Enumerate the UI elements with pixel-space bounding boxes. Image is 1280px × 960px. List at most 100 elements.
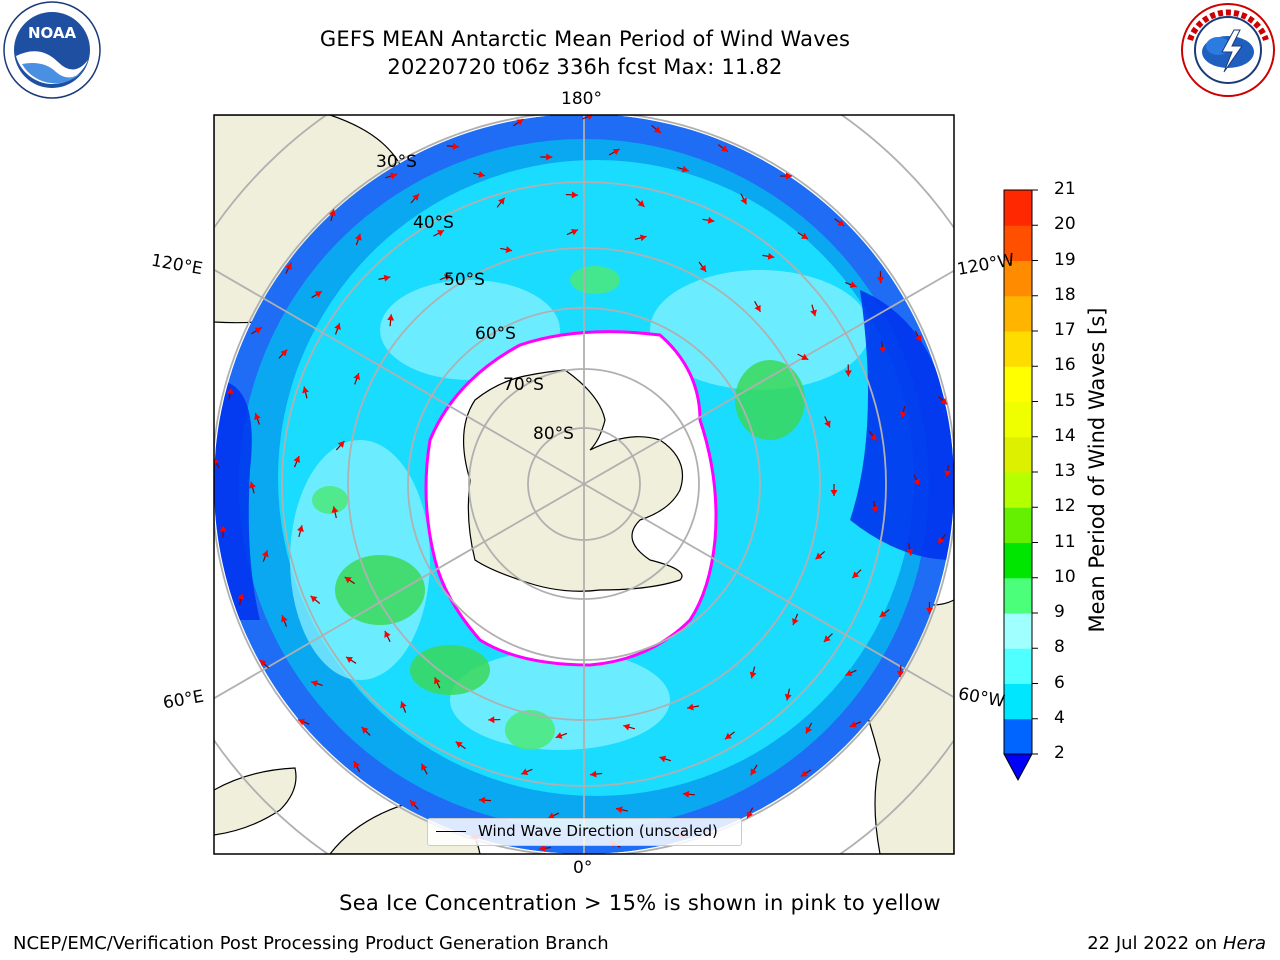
chart-subtitle: 20220720 t06z 336h fcst Max: 11.82	[387, 55, 783, 79]
wave-vector-arrowhead	[311, 680, 318, 687]
colorbar-tick-label: 13	[1054, 461, 1076, 481]
wave-vector-arrowhead	[226, 387, 234, 395]
colorbar-segment	[1004, 366, 1032, 402]
wave-vector-arrowhead	[767, 252, 775, 260]
colorbar-segment	[1004, 613, 1032, 649]
wave-vector-arrowhead	[899, 411, 907, 418]
wave-vector-arrowhead	[740, 197, 747, 205]
wave-vector-arrowhead	[546, 153, 553, 161]
lon-label-0: 0°	[573, 858, 593, 878]
footer-date-text: 22 Jul 2022 on	[1087, 933, 1223, 954]
wave-vector-arrowhead	[878, 346, 886, 354]
wave-vector-arrowhead	[281, 615, 288, 623]
wave-vector-arrowhead	[637, 200, 645, 207]
legend-entry-label: Wind Wave Direction (unscaled)	[478, 822, 718, 840]
colorbar-segment	[1004, 577, 1032, 614]
wave-vector-arrowhead	[249, 481, 256, 489]
map-frame	[213, 114, 955, 855]
wave-vector-arrowhead	[682, 790, 690, 798]
colorbar-label: Mean Period of Wind Waves [s]	[1085, 307, 1109, 633]
wave-vector-arrowhead	[478, 796, 486, 804]
national-weather-service-logo-icon	[1181, 3, 1275, 97]
wave-vector-arrowhead	[746, 811, 753, 819]
wave-vector-arrowhead	[455, 741, 463, 749]
colorbar-segment	[1004, 472, 1032, 508]
lat-label-70s: 70°S	[503, 375, 544, 395]
wave-vector-arrowhead	[285, 262, 292, 270]
wave-vector-arrowhead	[539, 844, 546, 852]
wave-vector-arrowhead	[639, 234, 647, 242]
colorbar-segment	[1004, 718, 1032, 755]
wave-vector-arrowhead	[750, 768, 757, 776]
wave-vector-arrowhead	[259, 659, 267, 667]
wave-vector-arrowhead	[548, 812, 555, 819]
wave-vector-arrowhead	[297, 525, 304, 533]
wave-vector-arrowhead	[437, 230, 444, 237]
colorbar-segment	[1004, 260, 1032, 297]
wave-vector-arrowhead	[384, 630, 391, 638]
legend-line-sample	[436, 831, 466, 832]
colorbar-tick-label: 11	[1054, 531, 1076, 552]
lat-label-30s: 30°S	[376, 152, 417, 172]
wave-vector-arrowhead	[784, 693, 792, 701]
wave-vector-arrowhead	[587, 115, 594, 120]
wave-vector-arrowhead	[314, 291, 322, 298]
wave-vector-arrowhead	[925, 607, 933, 614]
colorbar-segment	[1004, 225, 1032, 261]
colorbar-tick-label: 15	[1054, 390, 1076, 411]
colorbar-segment	[1004, 648, 1032, 684]
wave-vector-arrowhead	[452, 142, 459, 150]
wave-vector-arrowhead	[478, 171, 485, 178]
wave-vector-arrowhead	[800, 770, 808, 777]
wave-vector-arrowhead	[590, 770, 597, 778]
wave-vector-arrowhead	[410, 800, 417, 808]
antarctica-landmass	[463, 369, 684, 592]
wave-vector-arrowhead	[837, 219, 845, 226]
colorbar-segment	[1004, 507, 1032, 543]
colorbar-tick-label: 10	[1054, 566, 1076, 587]
wave-vector-arrowhead	[824, 420, 831, 428]
wave-vector-arrowhead	[805, 726, 812, 734]
lat-label-50s: 50°S	[444, 270, 485, 290]
madagascar-landmass	[214, 767, 297, 836]
wave-vector-arrowhead	[254, 413, 261, 421]
noaa-logo-text: NOAA	[28, 24, 77, 42]
wave-vector-arrowhead	[555, 732, 563, 739]
wave-vector-arrowhead	[849, 720, 857, 728]
wave-vector-arrowhead	[412, 193, 419, 201]
wave-vector-arrowhead	[849, 281, 857, 288]
chart-title: GEFS MEAN Antarctic Mean Period of Wind …	[319, 27, 851, 51]
wave-vector-arrowhead	[623, 723, 631, 731]
wave-vector-arrowhead	[400, 701, 407, 709]
wave-vector-arrowhead	[505, 246, 513, 253]
colorbar-tick-label: 9	[1054, 602, 1065, 622]
wave-vector-arrowhead	[331, 506, 339, 513]
wave-vector-arrowhead	[261, 550, 269, 558]
wave-vector-arrowhead	[521, 768, 529, 775]
wave-vector-arrowhead	[830, 490, 838, 496]
wave-vector-arrowhead	[498, 197, 505, 205]
wave-vector-arrowhead	[754, 304, 761, 312]
colorbar-tick-label: 20	[1054, 214, 1076, 235]
colorbar-segment	[1004, 542, 1032, 579]
lat-label-60s: 60°S	[475, 324, 516, 344]
wave-vector-arrowhead	[792, 618, 799, 625]
wave-vector-arrowhead	[254, 327, 262, 334]
wave-vector-arrowhead	[383, 274, 391, 282]
footer-organization: NCEP/EMC/Verification Post Processing Pr…	[13, 933, 609, 954]
longitude-gridlines	[214, 115, 954, 854]
wave-vector-arrowhead	[219, 525, 227, 532]
wave-vector-arrowhead	[488, 716, 495, 724]
wave-vector-arrowhead	[720, 145, 728, 152]
colorbar-tick-label: 17	[1054, 320, 1076, 340]
wave-vector-arrowhead	[354, 233, 362, 241]
wave-vector-arrowhead	[612, 148, 620, 156]
colorbar-tick-label: 16	[1054, 355, 1076, 376]
lat-label-40s: 40°S	[413, 213, 454, 233]
colorbar-under-extension	[1003, 753, 1033, 782]
wave-vector-arrowhead	[345, 656, 353, 664]
wave-vector-arrowhead	[293, 456, 301, 463]
wave-vector-arrowhead	[785, 172, 792, 180]
wave-vector-arrowhead	[302, 386, 309, 394]
